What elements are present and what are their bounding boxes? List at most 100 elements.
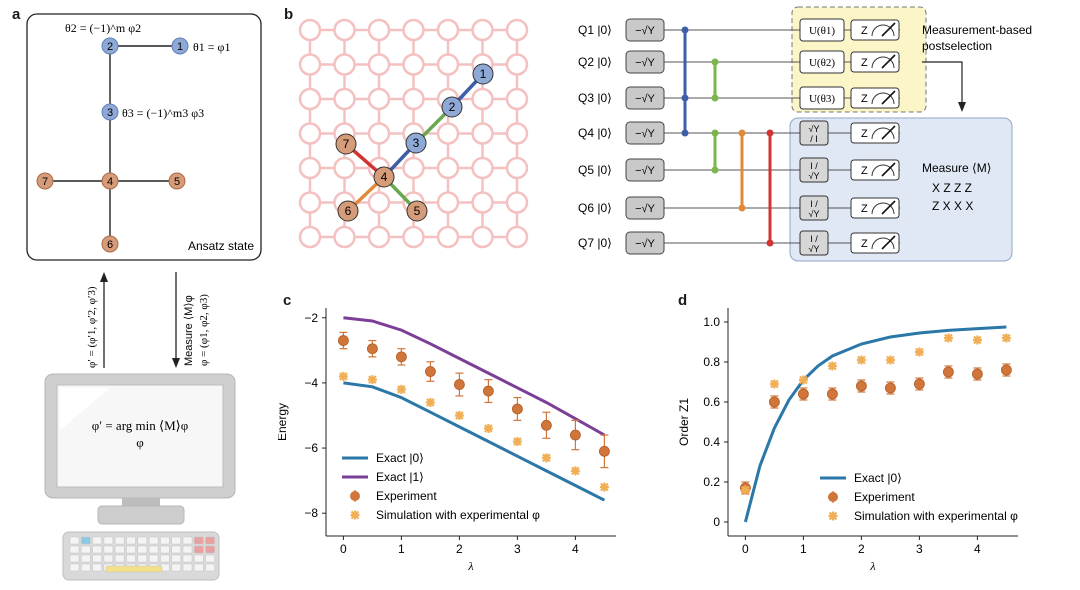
svg-text:3: 3 <box>107 107 113 119</box>
simulation-point <box>570 466 580 476</box>
simulation-point <box>512 437 522 447</box>
experiment-point <box>453 379 465 390</box>
u-gate <box>799 86 845 110</box>
basis-gate-bottom: / I <box>810 134 818 144</box>
simulation-point <box>396 384 406 394</box>
keyboard-key <box>160 545 170 554</box>
lattice-site <box>505 191 529 214</box>
x-tick-label: 1 <box>398 542 405 556</box>
basis-gate <box>799 157 829 183</box>
basis-gate-bottom: √Y <box>809 209 820 219</box>
meter-arc <box>871 24 895 37</box>
lattice-site <box>471 18 494 42</box>
lattice-site <box>471 191 494 214</box>
keyboard-key <box>92 554 102 563</box>
meter-arc <box>871 237 895 250</box>
legend-entry: Exact |0⟩ <box>376 451 424 465</box>
keyboard-key <box>182 554 193 563</box>
lattice-site <box>402 87 425 111</box>
y-axis-label: Order Z1 <box>677 398 691 446</box>
lattice-site <box>505 156 529 180</box>
x-tick-label: 3 <box>514 542 521 556</box>
experiment-point <box>569 429 581 441</box>
simulation-point <box>885 355 895 365</box>
graph-node-6: 6 <box>101 235 119 253</box>
ansatz-state-label: Ansatz state <box>188 239 254 253</box>
keyboard-key <box>137 554 148 563</box>
panel-label-c: c <box>283 292 292 309</box>
lattice-site <box>298 225 322 249</box>
measure-gate <box>850 232 900 254</box>
x-tick-label: 4 <box>572 542 579 556</box>
u-gate-label: U(θ1) <box>809 25 835 37</box>
x-tick-label: 2 <box>858 542 865 556</box>
x-axis-label: λ <box>869 559 875 573</box>
experiment-point <box>1000 364 1012 376</box>
keyboard-key <box>81 563 91 572</box>
operator-xzzz: X Z Z Z <box>932 181 972 195</box>
cz-dot <box>738 129 746 137</box>
legend-swatch <box>350 510 360 520</box>
y-tick-label: 0.4 <box>703 435 720 449</box>
panel-label-d: d <box>678 292 688 309</box>
computer-icon <box>44 373 236 581</box>
simulation-point <box>599 482 609 492</box>
y-axis-label: Energy <box>278 403 289 441</box>
x-tick-label: 0 <box>340 542 347 556</box>
lattice-site <box>367 225 391 249</box>
lattice-site <box>505 225 529 249</box>
theta1-label: θ1 = φ1 <box>193 40 230 54</box>
lattice-site <box>471 87 494 111</box>
init-gate-label: −√Y <box>635 93 655 105</box>
x-axis-label: λ <box>467 559 473 573</box>
y-tick-label: 1.0 <box>703 315 720 329</box>
keyboard-key <box>92 563 102 572</box>
meter-arc <box>871 127 895 140</box>
basis-gate <box>799 195 829 221</box>
legend-swatch <box>828 511 838 521</box>
measure-gate <box>850 19 900 41</box>
lattice-site <box>505 53 529 76</box>
qubit-label: Q4 |0⟩ <box>578 126 612 140</box>
quantum-circuit: Measurement-based postselection Measure … <box>578 6 1032 262</box>
meter-needle <box>881 90 896 105</box>
legend-swatch <box>828 492 838 502</box>
postselection-arrow <box>922 61 963 106</box>
lattice-site <box>471 225 494 249</box>
meter-needle <box>881 162 896 177</box>
meter-needle <box>881 54 896 69</box>
lattice-site <box>367 122 391 145</box>
lattice-site <box>505 18 529 42</box>
experiment-point <box>942 366 954 378</box>
theta3-label: θ3 = (−1)^m3 φ3 <box>122 106 204 120</box>
lattice-site <box>367 87 391 111</box>
simulation-point <box>943 333 953 343</box>
cz-dot <box>681 129 689 137</box>
init-gate <box>625 86 665 110</box>
lattice-qubit-3 <box>405 132 427 154</box>
measure-box <box>789 117 1013 262</box>
lattice-diagram: 1 2 3 4 5 6 7 <box>298 18 529 249</box>
simulation-point <box>827 361 837 371</box>
lattice-site <box>436 156 460 180</box>
simulation-point <box>914 347 924 357</box>
keyboard-key <box>114 554 125 563</box>
meter-needle <box>881 200 896 215</box>
qubit-label: Q3 |0⟩ <box>578 91 612 105</box>
keyboard-key <box>194 536 204 545</box>
keyboard-key <box>194 545 204 554</box>
order-chart: 0 1 2 3 4 0 0.2 0.4 0.6 0.8 1.0 λ Order Z1 Exact |0⟩ E… <box>677 308 1018 573</box>
graph-node-2: 2 <box>101 37 119 55</box>
legend-entry: Simulation with experimental φ <box>376 508 540 522</box>
basis-gate-bottom: √Y <box>809 244 820 254</box>
lattice-qubit-1 <box>472 63 494 85</box>
simulation-point <box>1001 333 1011 343</box>
graph-node-3: 3 <box>101 103 119 121</box>
measure-gate-label: Z <box>861 165 868 177</box>
postselection-label-1: Measurement-based <box>922 23 1032 37</box>
lattice-qubit-label: 2 <box>449 100 456 114</box>
basis-gate-top: √Y <box>809 124 820 134</box>
lattice-qubit-6 <box>337 200 359 222</box>
keyboard-key <box>171 563 181 572</box>
y-tick-label: −6 <box>304 441 318 455</box>
